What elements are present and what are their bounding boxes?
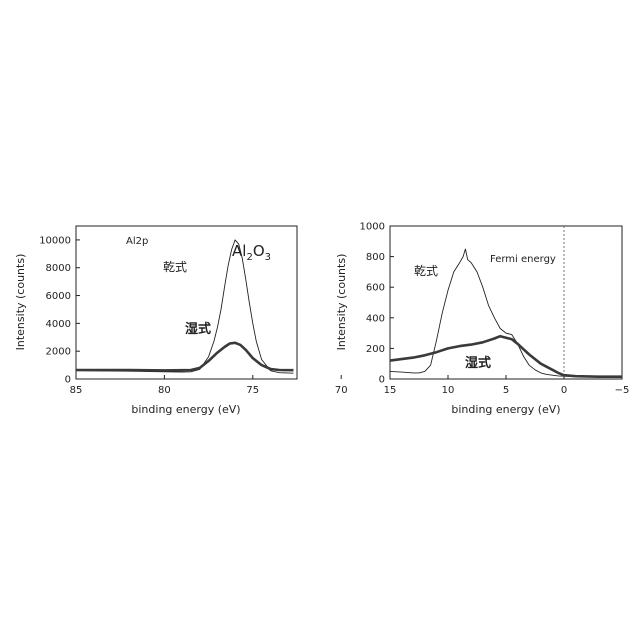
al2o3-label: Al2O3 xyxy=(232,242,271,263)
fermi-energy-label: Fermi energy xyxy=(490,254,556,265)
vb-x-tick-label: −5 xyxy=(615,385,630,396)
vb-y-ticks: 0 200 400 600 800 1000 xyxy=(360,222,394,386)
al2p-y-tick-label: 4000 xyxy=(46,319,71,330)
vb-wet-label: 湿式 xyxy=(465,355,491,371)
al2p-wet-label: 湿式 xyxy=(185,321,211,337)
al2p-x-tick-label: 85 xyxy=(70,385,83,396)
vb-x-tick-label: 10 xyxy=(442,385,455,396)
vb-y-tick-label: 0 xyxy=(379,375,385,386)
vb-y-tick-label: 800 xyxy=(366,252,385,263)
al2p-y-tick-label: 0 xyxy=(65,375,71,386)
vb-y-tick-label: 200 xyxy=(366,344,385,355)
vb-x-tick-label: 5 xyxy=(503,385,509,396)
al2p-x-tick-label: 70 xyxy=(335,385,348,396)
al2p-y-tick-label: 6000 xyxy=(46,291,71,302)
vb-x-ticks: 15 10 5 0 −5 xyxy=(384,375,630,396)
vb-y-tick-label: 600 xyxy=(366,283,385,294)
chart-valence-band: 15 10 5 0 −5 0 200 400 600 800 1000 binding energ… xyxy=(335,222,629,417)
al2p-y-axis-title: Intensity (counts) xyxy=(14,254,27,351)
vb-y-axis-title: Intensity (counts) xyxy=(335,254,348,351)
al2p-y-tick-label: 10000 xyxy=(39,235,71,246)
vb-dry-label: 乾式 xyxy=(414,264,438,278)
vb-y-tick-label: 1000 xyxy=(360,222,385,233)
al2p-dry-label: 乾式 xyxy=(163,260,187,274)
vb-x-tick-label: 0 xyxy=(561,385,567,396)
vb-series-line-wet xyxy=(390,336,622,377)
chart-al2p: 85 80 75 70 0 2000 4000 6000 8000 10000 binding … xyxy=(14,226,348,416)
vb-x-axis-title: binding energy (eV) xyxy=(451,403,560,416)
al2p-x-tick-label: 75 xyxy=(246,385,259,396)
al2p-x-axis-title: binding energy (eV) xyxy=(131,403,240,416)
vb-x-tick-label: 15 xyxy=(384,385,397,396)
al2p-y-ticks: 0 2000 4000 6000 8000 10000 xyxy=(39,235,80,385)
vb-y-tick-label: 400 xyxy=(366,313,385,324)
al2p-y-tick-label: 2000 xyxy=(46,347,71,358)
al2p-x-ticks: 85 80 75 70 xyxy=(70,375,348,396)
al2p-y-tick-label: 8000 xyxy=(46,263,71,274)
al2p-core-level-label: Al2p xyxy=(126,236,148,247)
al2p-x-tick-label: 80 xyxy=(158,385,171,396)
